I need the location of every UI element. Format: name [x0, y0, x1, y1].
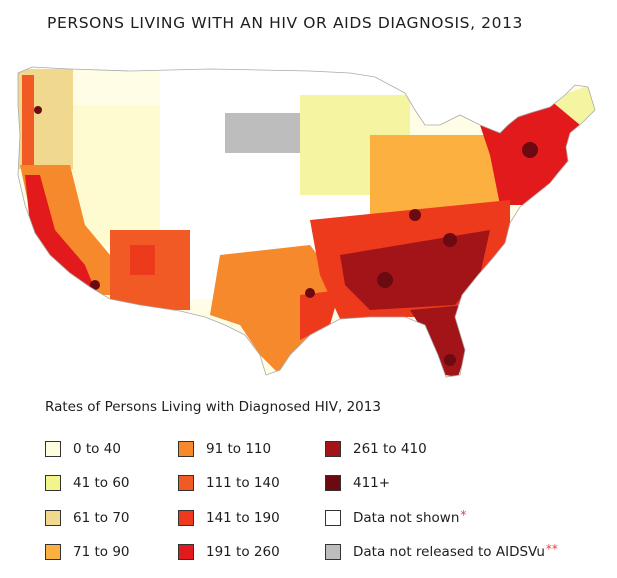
arizona-county	[130, 245, 155, 275]
legend-item: 0 to 40	[45, 439, 121, 459]
legend-item: 141 to 190	[178, 508, 280, 528]
legend-item: Data not released to AIDSVu **	[325, 542, 558, 562]
deep-south-region	[340, 230, 490, 310]
hotspot-atlanta-region	[409, 209, 421, 221]
legend-swatch	[178, 510, 194, 526]
us-choropleth-map	[10, 55, 610, 390]
legend-swatch	[178, 544, 194, 560]
legend-item: 61 to 70	[45, 508, 130, 528]
legend-label: 261 to 410	[353, 441, 427, 457]
legend-item: 191 to 260	[178, 542, 280, 562]
us-outline	[17, 66, 596, 378]
hotspot-seattle	[34, 106, 42, 114]
legend-label: 61 to 70	[73, 510, 130, 526]
legend-label: 411+	[353, 475, 391, 491]
legend-item: 411+	[325, 473, 390, 493]
legend-item: 41 to 60	[45, 473, 130, 493]
legend-label: 191 to 260	[206, 544, 280, 560]
hotspot-south-florida	[444, 354, 456, 366]
hotspot-new-york	[522, 142, 538, 158]
legend-label: 0 to 40	[73, 441, 121, 457]
legend-swatch	[325, 510, 341, 526]
maine-region	[550, 85, 595, 125]
map-regions	[18, 67, 595, 377]
legend-item: Data not shown *	[325, 508, 466, 528]
legend-footnote-marker: *	[460, 508, 467, 522]
legend-item: 111 to 140	[178, 473, 280, 493]
legend-label: Data not shown	[353, 510, 460, 526]
california-coast	[25, 175, 95, 290]
florida-region	[410, 305, 465, 377]
hotspot-houston	[305, 288, 315, 298]
us-map-svg	[17, 66, 596, 378]
map-title: PERSONS LIVING WITH AN HIV OR AIDS DIAGN…	[47, 14, 524, 32]
legend-label: 71 to 90	[73, 544, 130, 560]
hotspot-mississippi	[377, 272, 393, 288]
texas-region	[210, 245, 340, 375]
legend-footnote-marker: **	[545, 542, 558, 556]
legend-swatch	[325, 544, 341, 560]
legend-swatch	[45, 510, 61, 526]
legend-item: 91 to 110	[178, 439, 271, 459]
texas-gulf-region	[300, 290, 340, 340]
legend-swatch	[178, 441, 194, 457]
legend-swatch	[45, 475, 61, 491]
legend-label: 141 to 190	[206, 510, 280, 526]
legend-label: 91 to 110	[206, 441, 272, 457]
legend-swatch	[45, 544, 61, 560]
legend-swatch	[325, 441, 341, 457]
south-dakota-region	[225, 113, 300, 153]
legend-label: Data not released to AIDSVu	[353, 544, 545, 560]
legend-item: 261 to 410	[325, 439, 427, 459]
pacific-coast-strip	[22, 75, 34, 165]
legend-item: 71 to 90	[45, 542, 130, 562]
legend-label: 41 to 60	[73, 475, 130, 491]
mountain-west-region	[70, 105, 160, 245]
hotspot-southern-california	[90, 280, 100, 290]
legend-swatch	[325, 475, 341, 491]
legend-label: 111 to 140	[206, 475, 280, 491]
legend-swatch	[45, 441, 61, 457]
legend-swatch	[178, 475, 194, 491]
legend-title: Rates of Persons Living with Diagnosed H…	[45, 399, 381, 415]
hotspot-carolinas	[443, 233, 457, 247]
